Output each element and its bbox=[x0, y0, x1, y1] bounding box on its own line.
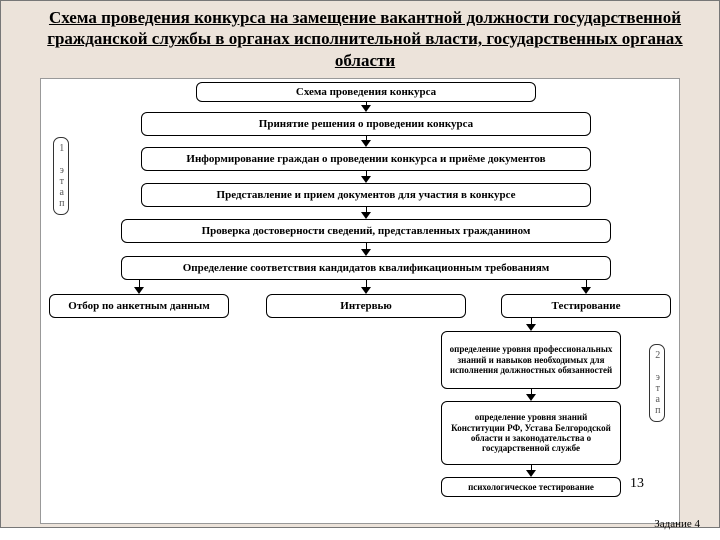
flow-node: Представление и прием документов для уча… bbox=[141, 183, 591, 207]
stage-label: 1 этап bbox=[53, 137, 69, 215]
flow-node: Схема проведения конкурса bbox=[196, 82, 536, 102]
page-number: 13 bbox=[630, 476, 644, 492]
arrow-head-icon bbox=[361, 287, 371, 294]
stage-label: 2 этап bbox=[649, 344, 665, 422]
footer-label: Задание 4 bbox=[654, 518, 700, 530]
arrow-head-icon bbox=[361, 176, 371, 183]
flow-node: Отбор по анкетным данным bbox=[49, 294, 229, 318]
flow-subnode: психологическое тестирование bbox=[441, 477, 621, 497]
flowchart-diagram: Схема проведения конкурса Принятие решени… bbox=[40, 78, 680, 524]
arrow-head-icon bbox=[361, 140, 371, 147]
arrow-head-icon bbox=[361, 249, 371, 256]
arrow-head-icon bbox=[526, 470, 536, 477]
page-title: Схема проведения конкурса на замещение в… bbox=[40, 7, 690, 71]
flow-node: Информирование граждан о проведении конк… bbox=[141, 147, 591, 171]
arrow-head-icon bbox=[526, 394, 536, 401]
arrow-head-icon bbox=[361, 212, 371, 219]
flow-node: Принятие решения о проведении конкурса bbox=[141, 112, 591, 136]
arrow-head-icon bbox=[581, 287, 591, 294]
flow-node: Тестирование bbox=[501, 294, 671, 318]
flow-node: Проверка достоверности сведений, предста… bbox=[121, 219, 611, 243]
arrow-head-icon bbox=[361, 105, 371, 112]
flow-node: Определение соответствия кандидатов квал… bbox=[121, 256, 611, 280]
flow-node: Интервью bbox=[266, 294, 466, 318]
arrow-head-icon bbox=[526, 324, 536, 331]
flow-subnode: определение уровня профессиональных знан… bbox=[441, 331, 621, 389]
flow-subnode: определение уровня знаний Конституции РФ… bbox=[441, 401, 621, 465]
arrow-head-icon bbox=[134, 287, 144, 294]
